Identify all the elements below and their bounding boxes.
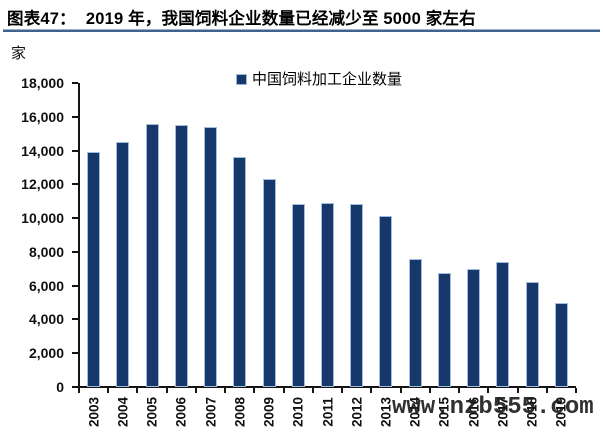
title-rule bbox=[3, 29, 600, 32]
x-axis-tick-label: 2012 bbox=[349, 396, 365, 428]
bar-2019 bbox=[554, 302, 568, 387]
chart-legend: 中国饲料加工企业数量 bbox=[236, 72, 402, 87]
figure-title: 图表47： 2019 年，我国饲料企业数量已经减少至 5000 家左右 bbox=[7, 5, 476, 29]
y-axis-tick-label: 2,000 bbox=[28, 345, 64, 362]
bar-2010 bbox=[291, 203, 305, 387]
x-axis-tick bbox=[458, 388, 461, 393]
bar-2018 bbox=[525, 282, 539, 387]
x-axis-tick bbox=[253, 388, 256, 393]
x-axis-tick bbox=[194, 388, 197, 393]
y-axis-tick bbox=[72, 115, 78, 118]
y-axis-tick bbox=[72, 318, 78, 321]
bar-2016 bbox=[467, 268, 481, 387]
y-axis-line bbox=[78, 83, 80, 387]
bar-2013 bbox=[379, 216, 393, 387]
figure-title-text: 2019 年，我国饲料企业数量已经减少至 5000 家左右 bbox=[85, 10, 476, 28]
figure-number-label: 图表47： bbox=[7, 10, 76, 28]
x-axis-tick bbox=[165, 388, 168, 393]
bar-2004 bbox=[116, 142, 130, 387]
bar-2012 bbox=[350, 203, 364, 387]
x-axis-tick bbox=[341, 388, 344, 393]
bar-2007 bbox=[204, 126, 218, 387]
x-axis-tick bbox=[282, 388, 285, 393]
x-axis-tick-label: 2010 bbox=[290, 396, 306, 428]
y-axis-tick-label: 12,000 bbox=[21, 176, 64, 193]
watermark-text: www.nzb555.com bbox=[392, 394, 594, 421]
y-axis-tick-label: 16,000 bbox=[21, 108, 64, 125]
bar-2009 bbox=[262, 179, 276, 387]
bar-2017 bbox=[496, 262, 510, 387]
x-axis-tick-label: 2004 bbox=[115, 396, 131, 428]
y-axis-tick bbox=[72, 149, 78, 152]
x-axis-tick-label: 2006 bbox=[173, 396, 189, 428]
x-axis-tick bbox=[370, 388, 373, 393]
x-axis-tick bbox=[487, 388, 490, 393]
y-axis-tick-label: 14,000 bbox=[21, 142, 64, 159]
x-axis-tick-label: 2007 bbox=[203, 396, 219, 428]
x-axis-tick bbox=[428, 388, 431, 393]
x-axis-tick-label: 2009 bbox=[261, 396, 277, 428]
y-axis-unit-label: 家 bbox=[11, 45, 27, 62]
x-axis-tick-label: 2011 bbox=[320, 397, 335, 427]
x-axis-tick bbox=[545, 388, 548, 393]
y-axis-tick bbox=[72, 250, 78, 253]
y-axis-tick bbox=[72, 284, 78, 287]
x-axis-tick bbox=[107, 388, 110, 393]
y-axis-tick bbox=[72, 217, 78, 220]
y-axis-tick-label: 18,000 bbox=[21, 75, 64, 91]
x-axis-tick bbox=[575, 388, 577, 393]
bar-2015 bbox=[437, 273, 451, 387]
x-axis-tick-label: 2005 bbox=[144, 396, 160, 428]
x-axis-tick bbox=[399, 388, 402, 393]
bar-2003 bbox=[87, 152, 101, 387]
y-axis-tick bbox=[72, 82, 78, 84]
x-axis-tick-label: 2008 bbox=[232, 396, 248, 428]
x-axis-tick bbox=[78, 388, 80, 393]
bar-2006 bbox=[174, 125, 188, 387]
y-axis-tick-label: 0 bbox=[56, 379, 64, 395]
bar-2011 bbox=[321, 202, 334, 387]
legend-series-label: 中国饲料加工企业数量 bbox=[252, 71, 403, 88]
legend-square-icon bbox=[236, 74, 247, 85]
y-axis-tick-label: 6,000 bbox=[28, 277, 64, 294]
y-axis-tick-label: 4,000 bbox=[28, 311, 64, 328]
bar-2014 bbox=[408, 258, 422, 387]
y-axis-tick bbox=[72, 183, 78, 186]
y-axis-tick bbox=[72, 386, 78, 388]
bar-2008 bbox=[233, 157, 247, 387]
bar-2005 bbox=[145, 124, 159, 387]
x-axis-line bbox=[78, 386, 576, 388]
x-axis-tick bbox=[224, 388, 227, 393]
x-axis-tick bbox=[136, 388, 139, 393]
y-axis-tick-label: 10,000 bbox=[21, 210, 64, 227]
x-axis-tick bbox=[311, 388, 314, 393]
x-axis-tick-label: 2003 bbox=[86, 396, 102, 428]
x-axis-tick bbox=[516, 388, 519, 393]
y-axis-tick bbox=[72, 352, 78, 355]
y-axis-tick-label: 8,000 bbox=[28, 243, 64, 260]
